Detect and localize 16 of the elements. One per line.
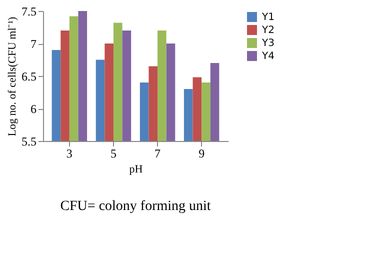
y-tick-label: 6 (30, 102, 36, 116)
y-tick-label: 7.5 (22, 4, 36, 18)
x-tick-label: 5 (110, 146, 116, 160)
x-tick-label: 9 (198, 146, 205, 160)
x-tick-label: 7 (154, 146, 161, 160)
x-axis-title: pH (129, 164, 143, 176)
text: CFU= colony forming unit (60, 199, 211, 214)
legend-label: Y3 (261, 38, 274, 49)
legend-label: Y2 (261, 25, 274, 36)
x-tick-label: 3 (66, 146, 72, 160)
y-axis-title: Log no. of cells(CFU ml⁻¹) (6, 16, 18, 136)
y-tick-label: 7 (30, 37, 36, 51)
legend-label: Y1 (261, 12, 274, 23)
y-tick-label: 6.5 (22, 70, 36, 84)
legend-label: Y4 (261, 51, 274, 62)
y-tick-label: 5.5 (22, 134, 36, 148)
